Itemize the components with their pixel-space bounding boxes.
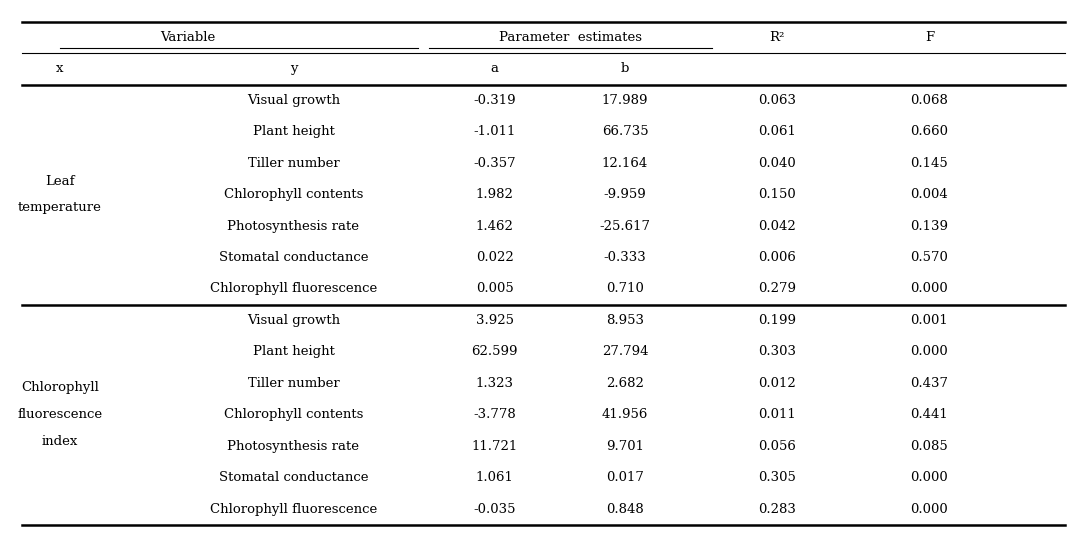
Text: R²: R² [770, 31, 785, 44]
Text: Stomatal conductance: Stomatal conductance [218, 251, 368, 264]
Text: Tiller number: Tiller number [248, 157, 339, 170]
Text: 0.000: 0.000 [911, 503, 948, 516]
Text: 0.283: 0.283 [759, 503, 796, 516]
Text: 41.956: 41.956 [602, 408, 648, 421]
Text: 1.061: 1.061 [476, 471, 513, 484]
Text: b: b [621, 62, 629, 75]
Text: -0.319: -0.319 [473, 94, 516, 107]
Text: 62.599: 62.599 [472, 345, 517, 358]
Text: -9.959: -9.959 [603, 188, 647, 201]
Text: 12.164: 12.164 [602, 157, 648, 170]
Text: Visual growth: Visual growth [247, 314, 340, 327]
Text: 0.001: 0.001 [911, 314, 948, 327]
Text: 0.000: 0.000 [911, 471, 948, 484]
Text: 1.462: 1.462 [476, 220, 513, 233]
Text: 0.005: 0.005 [476, 282, 513, 295]
Text: Chlorophyll: Chlorophyll [21, 381, 99, 394]
Text: 0.150: 0.150 [759, 188, 796, 201]
Text: Visual growth: Visual growth [247, 94, 340, 107]
Text: 0.011: 0.011 [759, 408, 796, 421]
Text: 0.279: 0.279 [759, 282, 796, 295]
Text: Stomatal conductance: Stomatal conductance [218, 471, 368, 484]
Text: 0.570: 0.570 [911, 251, 948, 264]
Text: 8.953: 8.953 [607, 314, 644, 327]
Text: 17.989: 17.989 [602, 94, 648, 107]
Text: 11.721: 11.721 [472, 440, 517, 453]
Text: 2.682: 2.682 [607, 377, 644, 390]
Text: 0.004: 0.004 [911, 188, 948, 201]
Text: 0.145: 0.145 [911, 157, 948, 170]
Text: -3.778: -3.778 [473, 408, 516, 421]
Text: 1.982: 1.982 [476, 188, 513, 201]
Text: 0.063: 0.063 [759, 94, 796, 107]
Text: -0.035: -0.035 [473, 503, 516, 516]
Text: F: F [925, 31, 934, 44]
Text: 0.441: 0.441 [911, 408, 948, 421]
Text: 0.199: 0.199 [759, 314, 796, 327]
Text: y: y [290, 62, 297, 75]
Text: Tiller number: Tiller number [248, 377, 339, 390]
Text: 0.710: 0.710 [607, 282, 644, 295]
Text: fluorescence: fluorescence [17, 408, 102, 421]
Text: 0.303: 0.303 [759, 345, 796, 358]
Text: x: x [57, 62, 63, 75]
Text: -25.617: -25.617 [600, 220, 650, 233]
Text: Photosynthesis rate: Photosynthesis rate [227, 220, 360, 233]
Text: 0.068: 0.068 [911, 94, 948, 107]
Text: index: index [41, 435, 78, 448]
Text: 0.848: 0.848 [607, 503, 644, 516]
Text: temperature: temperature [17, 201, 102, 214]
Text: Plant height: Plant height [252, 125, 335, 138]
Text: 0.000: 0.000 [911, 282, 948, 295]
Text: -0.333: -0.333 [603, 251, 647, 264]
Text: 66.735: 66.735 [602, 125, 648, 138]
Text: Leaf: Leaf [45, 175, 75, 188]
Text: Plant height: Plant height [252, 345, 335, 358]
Text: Chlorophyll fluorescence: Chlorophyll fluorescence [210, 503, 377, 516]
Text: Parameter  estimates: Parameter estimates [499, 31, 642, 44]
Text: 1.323: 1.323 [476, 377, 513, 390]
Text: 0.017: 0.017 [607, 471, 644, 484]
Text: 0.042: 0.042 [759, 220, 796, 233]
Text: 0.660: 0.660 [911, 125, 948, 138]
Text: 0.000: 0.000 [911, 345, 948, 358]
Text: -1.011: -1.011 [474, 125, 515, 138]
Text: -0.357: -0.357 [473, 157, 516, 170]
Text: Photosynthesis rate: Photosynthesis rate [227, 440, 360, 453]
Text: 0.061: 0.061 [759, 125, 796, 138]
Text: 0.437: 0.437 [911, 377, 948, 390]
Text: Chlorophyll contents: Chlorophyll contents [224, 408, 363, 421]
Text: a: a [490, 62, 499, 75]
Text: 3.925: 3.925 [476, 314, 513, 327]
Text: 0.056: 0.056 [759, 440, 796, 453]
Text: 0.006: 0.006 [759, 251, 796, 264]
Text: 0.139: 0.139 [911, 220, 948, 233]
Text: 0.085: 0.085 [911, 440, 948, 453]
Text: 9.701: 9.701 [607, 440, 644, 453]
Text: Variable: Variable [160, 31, 215, 44]
Text: 0.305: 0.305 [759, 471, 796, 484]
Text: 0.040: 0.040 [759, 157, 796, 170]
Text: 0.022: 0.022 [476, 251, 513, 264]
Text: Chlorophyll contents: Chlorophyll contents [224, 188, 363, 201]
Text: 0.012: 0.012 [759, 377, 796, 390]
Text: 27.794: 27.794 [602, 345, 648, 358]
Text: Chlorophyll fluorescence: Chlorophyll fluorescence [210, 282, 377, 295]
